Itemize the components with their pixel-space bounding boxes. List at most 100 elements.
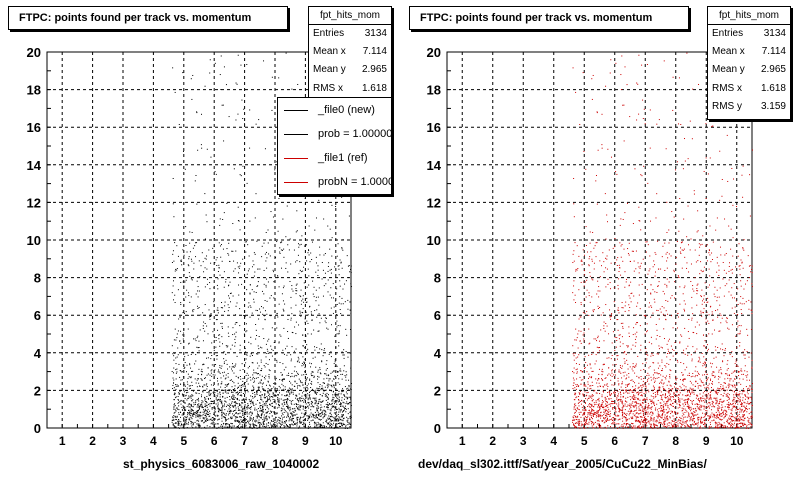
data-point — [723, 389, 725, 391]
data-point — [261, 245, 263, 247]
data-point — [260, 359, 262, 361]
data-point — [630, 422, 632, 424]
data-point — [602, 391, 604, 393]
data-point — [299, 421, 301, 423]
data-point — [703, 397, 705, 399]
data-point — [258, 386, 260, 388]
data-point — [204, 411, 206, 413]
data-point — [717, 346, 719, 348]
data-point — [298, 393, 300, 395]
data-point — [590, 415, 592, 417]
data-point — [290, 416, 292, 418]
data-point — [217, 377, 219, 379]
data-point — [584, 420, 586, 422]
data-point — [598, 410, 600, 412]
data-point — [579, 390, 581, 392]
data-point — [235, 401, 237, 403]
data-point — [662, 410, 664, 412]
data-point — [675, 322, 677, 324]
data-point — [195, 360, 197, 362]
data-point — [340, 416, 342, 418]
data-point — [668, 350, 670, 352]
data-point — [749, 423, 751, 425]
data-point — [577, 402, 579, 404]
data-point — [288, 372, 290, 374]
data-point — [183, 413, 185, 415]
data-point — [632, 386, 634, 388]
data-point — [330, 351, 332, 353]
data-point — [303, 374, 305, 376]
data-point — [297, 404, 299, 406]
data-point — [183, 417, 185, 419]
data-point — [223, 351, 225, 353]
data-point — [333, 405, 335, 407]
data-point — [617, 377, 619, 379]
data-point — [199, 385, 201, 387]
data-point — [347, 427, 349, 429]
data-point — [350, 424, 352, 426]
data-point — [227, 383, 229, 385]
data-point — [212, 407, 214, 409]
data-point — [294, 414, 296, 416]
data-point — [721, 178, 723, 180]
data-point — [601, 394, 603, 396]
data-point — [596, 242, 598, 244]
data-point — [206, 268, 208, 270]
data-point — [200, 404, 202, 406]
data-point — [290, 319, 292, 321]
data-point — [627, 404, 629, 406]
data-point — [697, 423, 699, 425]
data-point — [256, 416, 258, 418]
data-point — [640, 409, 642, 411]
data-point — [224, 426, 226, 428]
data-point — [590, 395, 592, 397]
data-point — [689, 407, 691, 409]
data-point — [234, 385, 236, 387]
data-point — [219, 364, 221, 366]
data-point — [285, 420, 287, 422]
data-point — [215, 398, 217, 400]
data-point — [241, 424, 243, 426]
data-point — [294, 385, 296, 387]
data-point — [249, 419, 251, 421]
data-point — [347, 299, 349, 301]
data-point — [330, 384, 332, 386]
data-point — [722, 426, 724, 428]
data-point — [600, 411, 602, 413]
data-point — [731, 167, 733, 169]
data-point — [315, 391, 317, 393]
data-point — [703, 298, 705, 300]
data-point — [615, 62, 617, 64]
data-point — [604, 411, 606, 413]
data-point — [225, 389, 227, 391]
data-point — [331, 297, 333, 299]
data-point — [183, 254, 185, 256]
data-point — [333, 387, 335, 389]
data-point — [260, 306, 262, 308]
left-x-tick-label: 7 — [241, 434, 248, 448]
data-point — [238, 267, 240, 269]
data-point — [202, 312, 204, 314]
data-point — [330, 268, 332, 270]
data-point — [674, 281, 676, 283]
data-point — [624, 400, 626, 402]
data-point — [667, 412, 669, 414]
data-point — [267, 229, 269, 231]
data-point — [714, 414, 716, 416]
data-point — [174, 384, 176, 386]
data-point — [254, 396, 256, 398]
data-point — [583, 338, 585, 340]
data-point — [332, 424, 334, 426]
data-point — [707, 397, 709, 399]
data-point — [332, 312, 334, 314]
data-point — [339, 383, 341, 385]
data-point — [327, 422, 329, 424]
data-point — [291, 375, 293, 377]
data-point — [704, 415, 706, 417]
data-point — [716, 366, 718, 368]
data-point — [651, 400, 653, 402]
data-point — [724, 285, 726, 287]
data-point — [187, 423, 189, 425]
data-point — [262, 422, 264, 424]
data-point — [655, 421, 657, 423]
